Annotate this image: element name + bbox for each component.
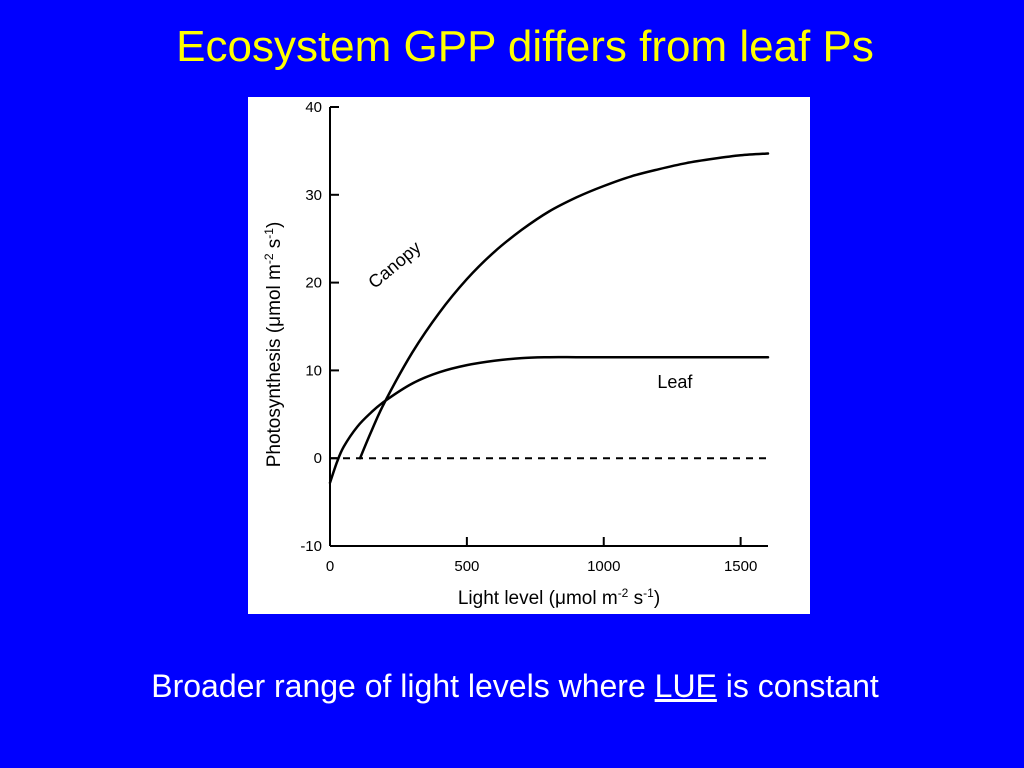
- caption-text-start: Broader range of light levels where: [151, 668, 655, 704]
- x-tick-label: 500: [454, 558, 479, 575]
- y-tick-label: 10: [305, 362, 322, 379]
- x-tick-label: 0: [326, 558, 334, 575]
- annotation-leaf: Leaf: [657, 372, 693, 392]
- axis-label-part: s: [264, 239, 285, 254]
- axis-label-part: s: [628, 588, 643, 609]
- y-axis-label: Photosynthesis (μmol m-2 s-1): [262, 222, 285, 468]
- axis-label-part: μmol m: [264, 264, 285, 327]
- axis-label-part: ): [264, 222, 285, 228]
- chart-panel: -10 0 10 20 30 40 0 500 1000 1500 Canopy Leaf Light …: [248, 97, 810, 614]
- axis-label-superscript: -1: [643, 586, 654, 600]
- axis-label-superscript: -2: [262, 253, 276, 264]
- axis-label-part: Light level (: [458, 588, 556, 609]
- y-tick-label: 20: [305, 275, 322, 292]
- x-tick-label: 1000: [587, 558, 620, 575]
- x-tick-label: 1500: [724, 558, 757, 575]
- series-line-leaf: [328, 355, 770, 485]
- slide-title: Ecosystem GPP differs from leaf Ps: [176, 22, 874, 71]
- axis-label-part: ): [654, 588, 660, 609]
- y-tick-label: -10: [300, 538, 322, 555]
- y-tick-label: 0: [314, 450, 322, 467]
- series-line-canopy: [358, 152, 770, 460]
- axis-label-part: Photosynthesis (: [264, 326, 285, 467]
- annotation-canopy: Canopy: [364, 237, 424, 292]
- y-tick-label: 30: [305, 187, 322, 204]
- slide-caption: Broader range of light levels where LUE …: [0, 668, 1024, 705]
- axis-label-superscript: -1: [262, 228, 276, 239]
- caption-text-end: is constant: [716, 668, 879, 704]
- lue-link[interactable]: LUE: [654, 668, 717, 704]
- axis-label-part: μmol m: [555, 588, 618, 609]
- axis-label-superscript: -2: [618, 586, 629, 600]
- x-axis-label: Light level (μmol m-2 s-1): [458, 586, 660, 609]
- y-tick-label: 40: [305, 99, 322, 116]
